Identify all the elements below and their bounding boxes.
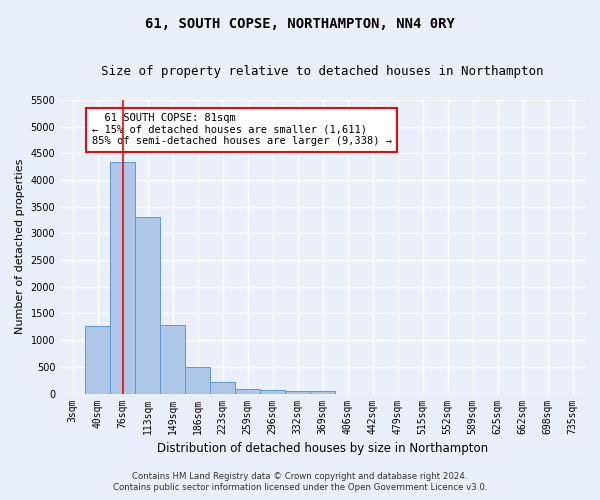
Y-axis label: Number of detached properties: Number of detached properties — [15, 159, 25, 334]
Bar — [185, 368, 210, 394]
Bar — [235, 389, 260, 394]
X-axis label: Distribution of detached houses by size in Northampton: Distribution of detached houses by size … — [157, 442, 488, 455]
Text: 61 SOUTH COPSE: 81sqm
← 15% of detached houses are smaller (1,611)
85% of semi-d: 61 SOUTH COPSE: 81sqm ← 15% of detached … — [92, 113, 392, 146]
Bar — [110, 162, 135, 394]
Bar — [210, 382, 235, 394]
Title: Size of property relative to detached houses in Northampton: Size of property relative to detached ho… — [101, 65, 544, 78]
Bar — [160, 325, 185, 394]
Bar — [260, 390, 285, 394]
Bar — [85, 326, 110, 394]
Bar — [310, 390, 335, 394]
Bar — [135, 218, 160, 394]
Text: Contains HM Land Registry data © Crown copyright and database right 2024.
Contai: Contains HM Land Registry data © Crown c… — [113, 472, 487, 492]
Text: 61, SOUTH COPSE, NORTHAMPTON, NN4 0RY: 61, SOUTH COPSE, NORTHAMPTON, NN4 0RY — [145, 18, 455, 32]
Bar — [285, 390, 310, 394]
